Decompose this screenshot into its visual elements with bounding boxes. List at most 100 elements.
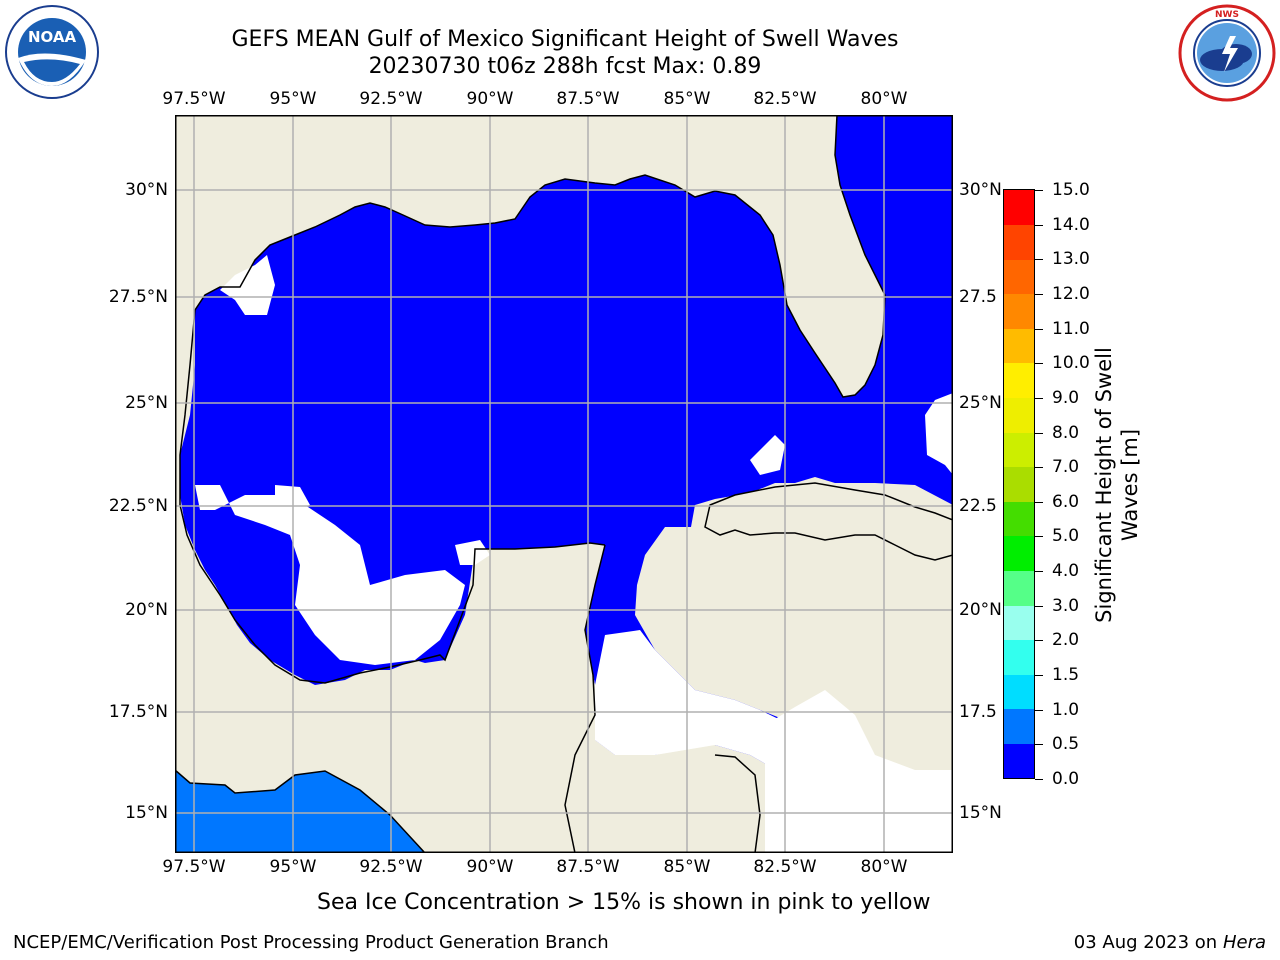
colorbar-tick-label: 0.0 [1052,769,1080,789]
colorbar-segment [1004,432,1034,468]
colorbar-segment [1004,674,1034,710]
colorbar-tick-label: 9.0 [1052,387,1080,408]
colorbar-tick-label: 0.5 [1052,734,1080,755]
colorbar [1003,189,1035,779]
lon-label-top: 87.5°W [556,89,620,109]
colorbar-tick-label: 7.0 [1052,457,1080,478]
noaa-logo-text: NOAA [28,28,77,46]
lon-label-bottom: 80°W [860,857,908,877]
lat-label-right: 27.5 [959,287,997,307]
colorbar-segment [1004,743,1034,779]
colorbar-segment [1004,224,1034,260]
lat-label-left: 27.5°N [108,287,168,307]
colorbar-segment [1004,570,1034,606]
lon-label-bottom: 82.5°W [753,857,817,877]
colorbar-tick [1035,744,1043,746]
footer-date: 03 Aug 2023 on Hera [1074,932,1266,953]
colorbar-tick [1035,571,1043,573]
noaa-logo: NOAA [5,5,99,99]
colorbar-tick-label: 11.0 [1052,318,1090,339]
colorbar-tick-label: 14.0 [1052,214,1090,235]
lon-label-bottom: 85°W [663,857,711,877]
colorbar-tick-label: 12.0 [1052,283,1090,304]
lon-label-top: 97.5°W [162,89,226,109]
colorbar-tick [1035,501,1043,503]
colorbar-segment [1004,362,1034,399]
colorbar-tick-label: 4.0 [1052,561,1080,582]
colorbar-segment [1004,501,1034,537]
colorbar-tick [1035,397,1043,399]
lat-label-left: 30°N [125,180,168,200]
lat-label-right: 17.5 [959,702,997,722]
colorbar-tick-label: 2.0 [1052,630,1080,651]
footer-date-text: 03 Aug 2023 on [1073,932,1218,953]
lon-label-bottom: 87.5°W [556,857,620,877]
lon-label-bottom: 97.5°W [162,857,226,877]
colorbar-tick [1035,640,1043,642]
lat-label-right: 22.5 [959,496,997,516]
colorbar-segment [1004,259,1034,295]
map-subtitle: 20230730 t06z 288h fcst Max: 0.89 [368,54,762,79]
lon-label-bottom: 92.5°W [359,857,423,877]
colorbar-segment [1004,708,1034,744]
lat-label-left: 17.5°N [108,702,168,722]
coastlines [175,115,886,853]
colorbar-segment [1004,535,1034,571]
lat-label-left: 25°N [125,393,168,413]
colorbar-tick [1035,536,1043,538]
colorbar-segment [1004,397,1034,433]
lat-label-left: 22.5°N [108,496,168,516]
colorbar-tick-label: 5.0 [1052,526,1080,547]
lat-label-right: 30°N [959,180,1002,200]
pacific-ocean [175,770,425,853]
lon-label-top: 92.5°W [359,89,423,109]
lat-label-right: 25°N [959,393,1002,413]
colorbar-tick [1035,259,1043,261]
colorbar-tick [1035,432,1043,434]
map-frame [175,115,953,853]
lon-label-top: 90°W [466,89,514,109]
colorbar-tick [1035,293,1043,295]
footer-host: Hera [1222,932,1266,953]
colorbar-tick [1035,328,1043,330]
colorbar-title: Significant Height of Swell Waves [m] [1092,347,1142,623]
colorbar-tick-label: 10.0 [1052,353,1090,374]
lat-label-right: 15°N [959,803,1002,823]
colorbar-tick [1035,467,1043,469]
map-title: GEFS MEAN Gulf of Mexico Significant Hei… [231,27,899,52]
colorbar-tick [1035,605,1043,607]
svg-text:NWS: NWS [1215,10,1239,20]
yucatan-central-america [445,543,765,853]
colorbar-tick [1035,675,1043,677]
nws-logo: NWS [1178,4,1276,102]
lat-label-left: 20°N [125,600,168,620]
colorbar-tick [1035,224,1043,226]
colorbar-segment [1004,605,1034,641]
colorbar-tick-label: 1.5 [1052,665,1080,686]
colorbar-tick-label: 3.0 [1052,595,1080,616]
lon-label-bottom: 95°W [269,857,317,877]
colorbar-tick-label: 1.0 [1052,699,1080,720]
colorbar-tick-label: 15.0 [1052,180,1090,200]
colorbar-tick [1035,779,1043,780]
lon-label-top: 82.5°W [753,89,817,109]
colorbar-segment [1004,639,1034,675]
map-grid [175,115,953,853]
map-plot-area [175,115,953,853]
footer-credit: NCEP/EMC/Verification Post Processing Pr… [13,932,609,953]
colorbar-tick [1035,709,1043,711]
colorbar-tick [1035,190,1043,191]
colorbar-tick-label: 13.0 [1052,249,1090,270]
colorbar-segment [1004,466,1034,502]
lat-label-left: 15°N [125,803,168,823]
colorbar-tick [1035,363,1043,365]
colorbar-segment [1004,328,1034,364]
colorbar-segment [1004,293,1034,329]
sea-ice-note: Sea Ice Concentration > 15% is shown in … [317,890,931,915]
lon-label-top: 85°W [663,89,711,109]
lat-label-right: 20°N [959,600,1002,620]
lon-label-top: 80°W [860,89,908,109]
colorbar-tick-label: 6.0 [1052,491,1080,512]
colorbar-tick-label: 8.0 [1052,422,1080,443]
lon-label-top: 95°W [269,89,317,109]
